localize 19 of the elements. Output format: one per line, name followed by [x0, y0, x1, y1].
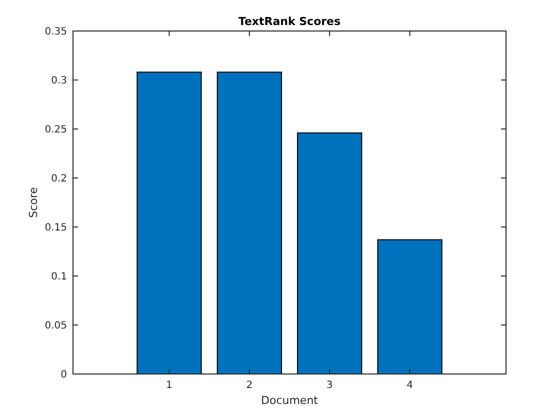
- x-tick-label: 3: [326, 380, 333, 391]
- x-axis-title: Document: [261, 394, 319, 407]
- y-tick-label: 0.25: [44, 124, 67, 136]
- y-tick-label: 0.2: [51, 174, 67, 184]
- x-tick-label: 1: [166, 380, 172, 391]
- bar: [216, 72, 282, 374]
- bar: [136, 72, 202, 374]
- y-axis-title: Score: [27, 186, 40, 218]
- y-tick-label: 0.3: [51, 76, 67, 86]
- y-tick-label: 0.15: [44, 222, 67, 234]
- y-tick-label: 0: [60, 370, 67, 380]
- bar: [377, 239, 442, 374]
- x-tick-label: 4: [406, 380, 413, 391]
- y-tick-label: 0.05: [44, 320, 67, 332]
- x-tick-label: 2: [246, 380, 253, 391]
- y-tick-label: 0.35: [44, 26, 67, 38]
- chart-title: TextRank Scores: [238, 15, 342, 28]
- y-tick-label: 0.1: [51, 272, 67, 282]
- bar: [297, 132, 362, 374]
